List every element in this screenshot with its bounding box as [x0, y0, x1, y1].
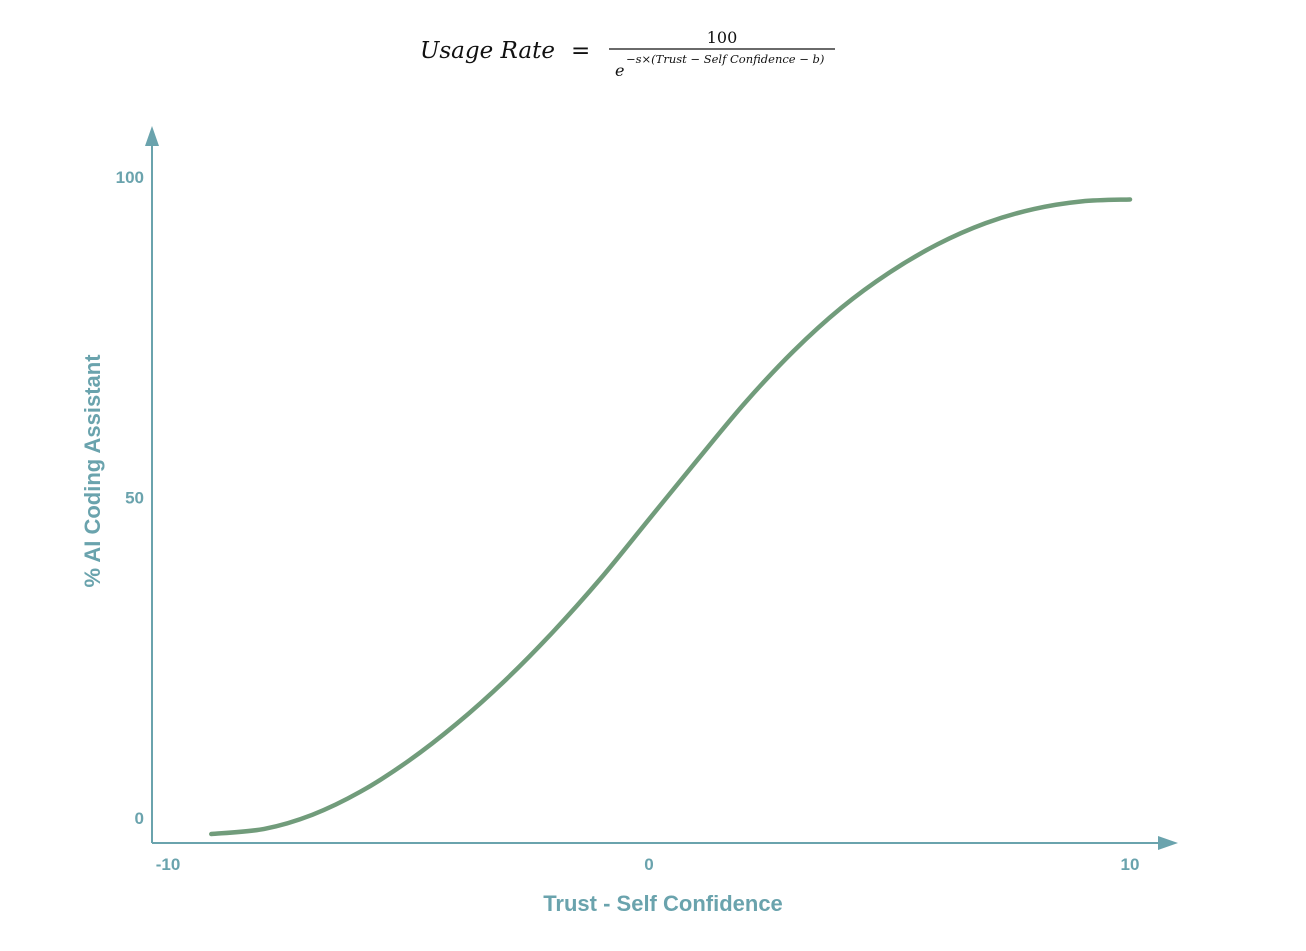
- formula-numerator: 100: [707, 28, 738, 47]
- y-tick-label: 0: [135, 809, 144, 828]
- axes: [145, 126, 1178, 850]
- x-axis-title: Trust - Self Confidence: [543, 891, 783, 916]
- x-tick-label: -10: [156, 855, 181, 874]
- y-tick-label: 50: [125, 489, 144, 508]
- x-tick-labels: -10 0 10: [156, 855, 1140, 874]
- formula: Usage Rate = 100 e −s×(Trust − Self Conf…: [420, 28, 835, 80]
- x-axis-arrow-icon: [1158, 836, 1178, 850]
- x-tick-label: 10: [1121, 855, 1140, 874]
- x-tick-label: 0: [644, 855, 653, 874]
- y-tick-label: 100: [116, 168, 144, 187]
- series-line: [209, 197, 1133, 837]
- formula-equals: =: [571, 38, 590, 64]
- formula-denominator-exponent: −s×(Trust − Self Confidence − b): [626, 52, 824, 66]
- y-tick-labels: 0 50 100: [116, 168, 144, 828]
- formula-denominator-base: e: [615, 61, 624, 80]
- y-axis-title: % AI Coding Assistant: [80, 354, 105, 588]
- series-layer: [209, 197, 1133, 837]
- formula-lhs: Usage Rate: [420, 38, 555, 64]
- y-axis-arrow-icon: [145, 126, 159, 146]
